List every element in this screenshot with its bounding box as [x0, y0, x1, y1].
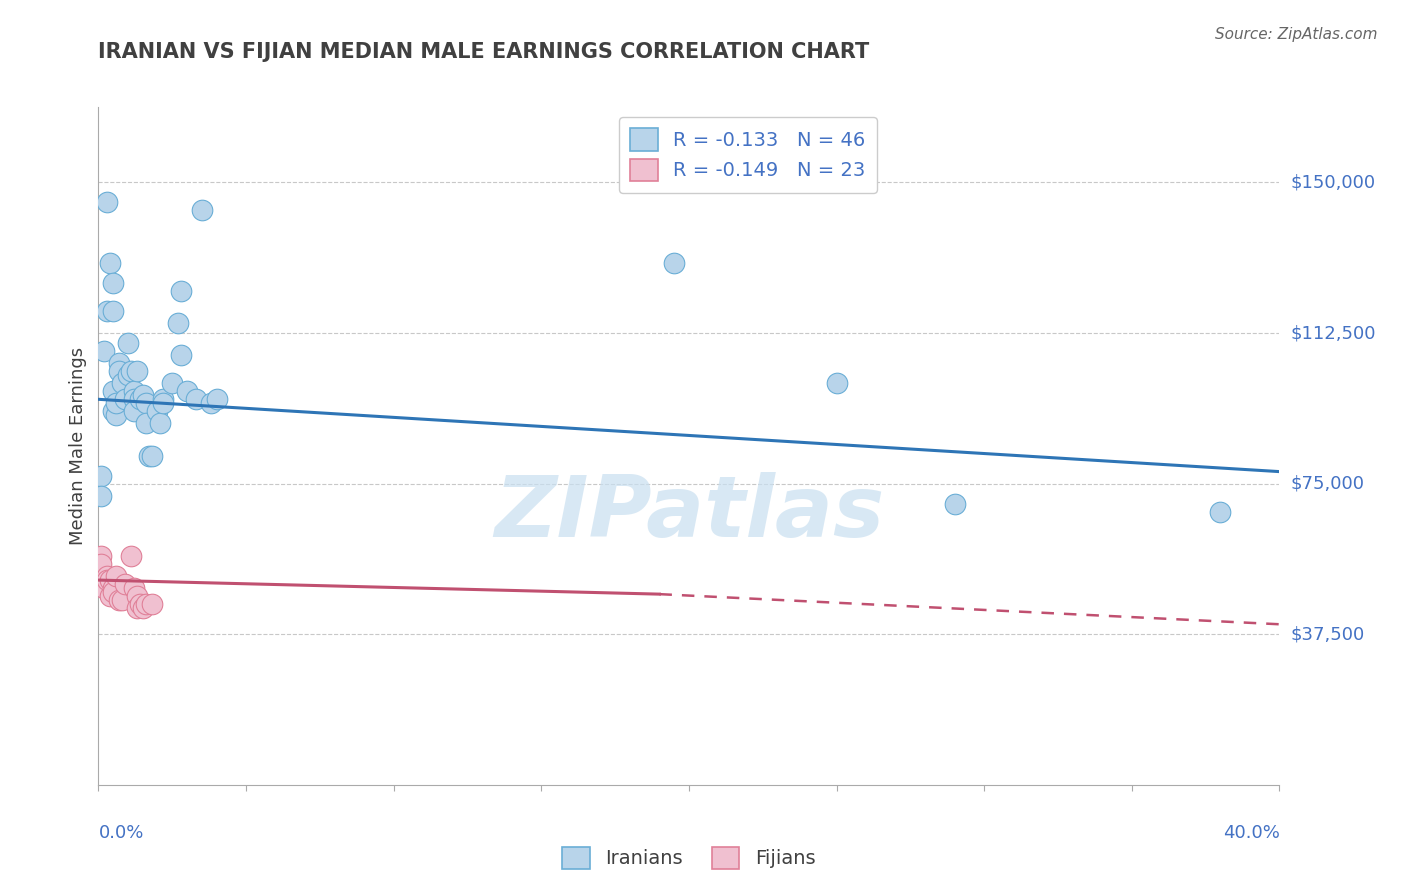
- Point: [90, 549, 112, 563]
- Point: [105, 569, 128, 583]
- Point: [103, 585, 125, 599]
- Point: [152, 396, 174, 410]
- Point: [120, 364, 142, 378]
- Point: [205, 392, 228, 407]
- Point: [125, 589, 148, 603]
- Text: $37,500: $37,500: [1291, 625, 1365, 643]
- Point: [141, 449, 163, 463]
- Point: [152, 392, 174, 407]
- Point: [117, 336, 139, 351]
- Point: [98, 256, 121, 270]
- Point: [103, 276, 125, 290]
- Text: ZIPatlas: ZIPatlas: [494, 472, 884, 556]
- Point: [114, 577, 136, 591]
- Point: [122, 581, 145, 595]
- Text: $150,000: $150,000: [1291, 173, 1375, 192]
- Point: [135, 417, 157, 431]
- Text: IRANIAN VS FIJIAN MEDIAN MALE EARNINGS CORRELATION CHART: IRANIAN VS FIJIAN MEDIAN MALE EARNINGS C…: [98, 43, 870, 62]
- Point: [103, 404, 125, 418]
- Point: [114, 392, 136, 407]
- Point: [191, 203, 214, 218]
- Point: [103, 304, 125, 318]
- Text: 0.0%: 0.0%: [98, 824, 143, 842]
- Point: [825, 376, 848, 391]
- Point: [108, 593, 131, 607]
- Point: [93, 573, 115, 587]
- Point: [90, 489, 112, 503]
- Point: [141, 597, 163, 611]
- Point: [132, 601, 155, 615]
- Point: [943, 497, 966, 511]
- Point: [96, 573, 118, 587]
- Point: [170, 348, 193, 362]
- Point: [103, 581, 125, 595]
- Point: [176, 384, 198, 399]
- Point: [111, 376, 134, 391]
- Point: [146, 404, 169, 418]
- Point: [120, 549, 142, 563]
- Point: [105, 396, 128, 410]
- Point: [135, 597, 157, 611]
- Point: [125, 601, 148, 615]
- Point: [90, 561, 112, 575]
- Point: [93, 344, 115, 359]
- Point: [200, 396, 222, 410]
- Point: [138, 449, 160, 463]
- Point: [1209, 505, 1232, 519]
- Point: [135, 396, 157, 410]
- Text: $112,500: $112,500: [1291, 324, 1376, 342]
- Point: [96, 569, 118, 583]
- Point: [96, 195, 118, 210]
- Point: [184, 392, 207, 407]
- Legend: Iranians, Fijians: Iranians, Fijians: [555, 838, 823, 877]
- Text: Source: ZipAtlas.com: Source: ZipAtlas.com: [1215, 27, 1378, 42]
- Text: $75,000: $75,000: [1291, 475, 1365, 492]
- Point: [132, 388, 155, 402]
- Point: [170, 284, 193, 298]
- Point: [128, 392, 150, 407]
- Point: [105, 409, 128, 423]
- Point: [149, 417, 172, 431]
- Y-axis label: Median Male Earnings: Median Male Earnings: [69, 347, 87, 545]
- Text: 40.0%: 40.0%: [1223, 824, 1279, 842]
- Point: [125, 364, 148, 378]
- Point: [108, 356, 131, 370]
- Point: [90, 468, 112, 483]
- Point: [98, 589, 121, 603]
- Point: [93, 581, 115, 595]
- Point: [117, 368, 139, 383]
- Point: [122, 404, 145, 418]
- Point: [108, 364, 131, 378]
- Point: [103, 384, 125, 399]
- Point: [664, 256, 686, 270]
- Point: [162, 376, 183, 391]
- Point: [96, 304, 118, 318]
- Point: [90, 557, 112, 571]
- Point: [111, 593, 134, 607]
- Point: [122, 392, 145, 407]
- Point: [122, 384, 145, 399]
- Point: [167, 316, 190, 330]
- Point: [128, 597, 150, 611]
- Point: [98, 573, 121, 587]
